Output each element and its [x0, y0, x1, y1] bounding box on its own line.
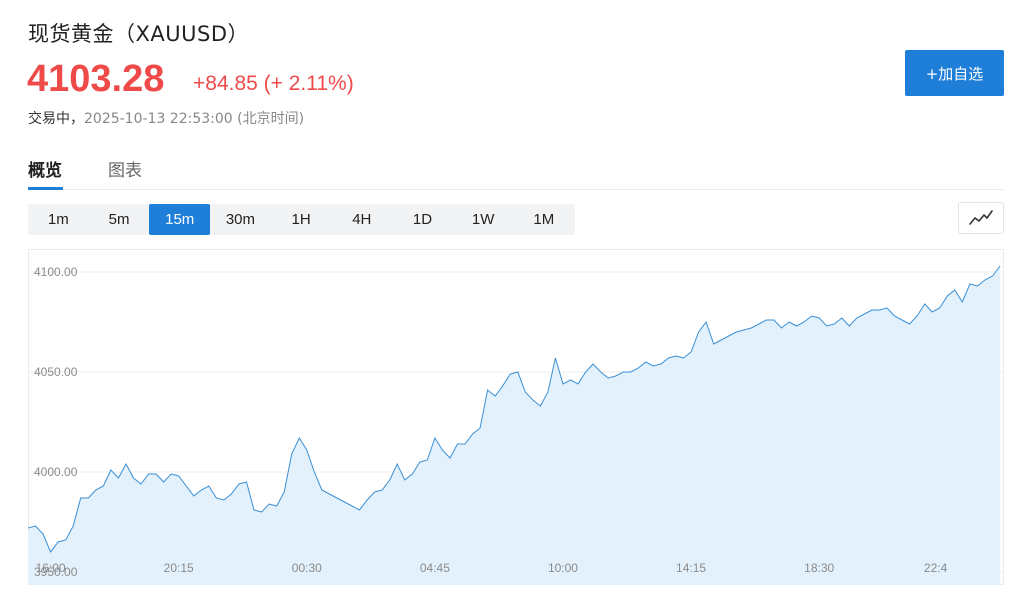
interval-1d[interactable]: 1D: [412, 211, 433, 228]
interval-30m[interactable]: 30m: [225, 211, 255, 228]
price-change: +84.85 (+ 2.11%): [193, 72, 354, 95]
y-tick-label: 4000.00: [34, 465, 78, 479]
interval-4h[interactable]: 4H: [352, 211, 372, 228]
interval-1w[interactable]: 1W: [471, 211, 495, 228]
y-tick-label: 4100.00: [34, 265, 78, 279]
interval-1h[interactable]: 1H: [291, 211, 311, 228]
interval-1m[interactable]: 1m: [47, 211, 69, 228]
y-tick-label: 3950.00: [34, 565, 78, 579]
x-tick-label: 00:30: [292, 561, 322, 575]
price-line: [28, 265, 1001, 553]
tab-bar: 概览 图表: [28, 150, 1004, 190]
add-to-watchlist-button[interactable]: +加自选: [905, 50, 1004, 96]
price-chart[interactable]: 4100.00 4050.00 4000.00 3950.00 16:00 20:15 0…: [28, 249, 1004, 585]
chart-type-button[interactable]: [958, 202, 1004, 234]
x-tick-label: 18:30: [804, 561, 834, 575]
y-tick-label: 4050.00: [34, 365, 78, 379]
x-tick-label: 22:4: [924, 561, 948, 575]
timestamp: 2025-10-13 22:53:00 (北京时间): [84, 111, 305, 127]
trading-status: 交易中，: [28, 111, 84, 127]
x-tick-label: 04:45: [420, 561, 450, 575]
x-tick-label: 20:15: [164, 561, 194, 575]
current-price: 4103.28: [27, 58, 165, 100]
line-chart-icon: [969, 210, 993, 225]
interval-1mo[interactable]: 1M: [533, 211, 555, 228]
x-tick-label: 16:00: [36, 561, 66, 575]
price-area: [28, 266, 1000, 585]
instrument-title: 现货黄金（XAUUSD）: [28, 22, 249, 46]
tab-chart[interactable]: 图表: [108, 161, 142, 181]
interval-5m[interactable]: 5m: [108, 211, 130, 228]
interval-15m[interactable]: 15m: [149, 204, 211, 235]
x-tick-label: 14:15: [676, 561, 706, 575]
interval-selector: 1m 5m 15m 30m 1H 4H 1D 1W 1M: [28, 204, 575, 235]
tab-overview[interactable]: 概览: [28, 156, 63, 190]
market-status: 交易中，2025-10-13 22:53:00 (北京时间): [28, 108, 304, 128]
x-tick-label: 10:00: [548, 561, 578, 575]
